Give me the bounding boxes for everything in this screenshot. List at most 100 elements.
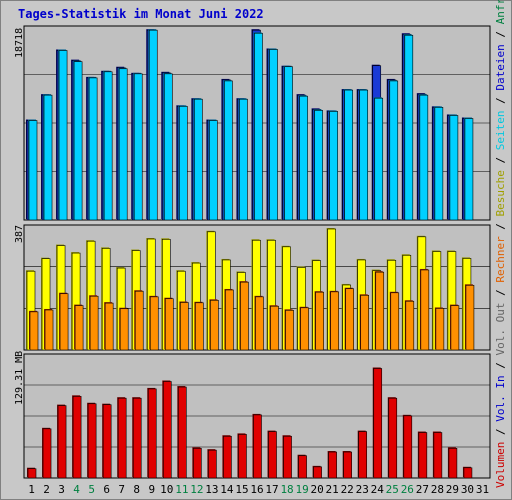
x-tick-label-day-2: 2 xyxy=(43,483,50,496)
x-tick-label-day-31: 31 xyxy=(476,483,489,496)
bar-dateien-day-19-face xyxy=(299,95,308,221)
bar-dateien-day-6-face xyxy=(103,71,113,221)
bar-rechner-day-29-face xyxy=(450,305,460,351)
bar-dateien-day-16-face xyxy=(254,32,263,221)
bar-volumen-day-18 xyxy=(282,435,292,479)
bar-rechner-day-4-face xyxy=(74,305,84,351)
legend-rechner: Rechner xyxy=(494,236,507,283)
chart-title: Tages-Statistik im Monat Juni 2022 xyxy=(18,7,264,21)
bar-rechner-day-16-face xyxy=(255,296,264,351)
bar-dateien-day-1-face xyxy=(28,120,38,221)
bar-dateien-day-26-face xyxy=(404,34,414,221)
bar-volumen-day-5-face xyxy=(87,403,97,479)
bar-volumen-day-26 xyxy=(402,414,413,479)
bar-volumen-day-17-face xyxy=(268,431,277,479)
bar-rechner-day-9 xyxy=(149,295,159,351)
bar-volumen-day-12 xyxy=(192,447,202,479)
bar-dateien-day-30 xyxy=(463,117,474,221)
x-tick-label-day-6: 6 xyxy=(103,483,110,496)
bar-dateien-day-4-face xyxy=(73,61,83,221)
bar-rechner-day-3-face xyxy=(59,293,69,351)
bar-rechner-day-14 xyxy=(224,288,234,351)
bar-volumen-day-4-face xyxy=(72,396,82,479)
bar-rechner-day-12 xyxy=(194,301,204,351)
x-tick-label-day-13: 13 xyxy=(205,483,218,496)
right-legend: Volumen / Vol. In / Vol. Out / Rechner /… xyxy=(494,0,507,488)
bar-dateien-day-7-face xyxy=(118,68,128,221)
bar-volumen-day-19 xyxy=(297,454,307,479)
bar-rechner-day-9-face xyxy=(149,296,159,351)
bar-dateien-day-18 xyxy=(283,65,293,221)
bar-rechner-day-14-face xyxy=(225,289,234,351)
x-tick-label-day-23: 23 xyxy=(356,483,369,496)
bar-rechner-day-15 xyxy=(239,281,249,351)
bar-volumen-day-6 xyxy=(102,403,112,479)
x-tick-label-day-25: 25 xyxy=(386,483,399,496)
bar-dateien-day-27 xyxy=(418,94,429,221)
bar-dateien-day-18-face xyxy=(284,66,293,221)
bar-rechner-day-1 xyxy=(29,310,39,351)
bar-dateien-day-29-face xyxy=(449,115,459,221)
bar-volumen-day-3 xyxy=(57,404,67,479)
bar-volumen-day-1-face xyxy=(27,468,37,479)
bar-rechner-day-7-face xyxy=(119,308,129,351)
bar-dateien-day-12 xyxy=(193,98,203,221)
bar-volumen-day-13 xyxy=(207,449,217,479)
bar-rechner-day-25-face xyxy=(390,292,400,351)
bar-rechner-day-28-face xyxy=(435,308,445,351)
bar-dateien-day-28 xyxy=(433,106,444,221)
bar-dateien-day-14 xyxy=(223,79,233,221)
bar-dateien-day-24-face xyxy=(374,97,384,221)
bar-volumen-day-19-face xyxy=(298,455,307,479)
bar-rechner-day-23-face xyxy=(360,294,370,351)
bar-volumen-day-24 xyxy=(372,367,383,479)
legend-separator: / xyxy=(494,355,507,376)
bar-rechner-day-30-face xyxy=(465,284,475,351)
bar-dateien-day-17 xyxy=(268,48,278,221)
bar-rechner-day-10 xyxy=(164,297,174,351)
mid-panel-max-label: 387 xyxy=(14,224,25,243)
bar-rechner-day-19 xyxy=(299,306,309,351)
legend-vol-out: Vol. Out xyxy=(494,302,507,356)
bar-volumen-day-10 xyxy=(162,380,172,479)
bar-volumen-day-29-face xyxy=(448,448,458,479)
bar-rechner-day-20 xyxy=(314,291,324,351)
bar-rechner-day-21 xyxy=(329,290,339,351)
x-tick-label-day-24: 24 xyxy=(371,483,385,496)
bar-dateien-day-4 xyxy=(73,60,83,221)
bar-dateien-day-7 xyxy=(118,67,128,221)
bar-volumen-day-21-face xyxy=(328,451,337,479)
bar-dateien-day-27-face xyxy=(419,94,429,221)
legend-separator: / xyxy=(494,90,507,111)
bottom-panel-max-label: 129.31 MB xyxy=(14,350,25,405)
bar-dateien-day-12-face xyxy=(194,98,203,221)
bar-rechner-day-20-face xyxy=(315,291,324,351)
bar-rechner-day-10-face xyxy=(164,298,174,351)
bar-dateien-day-10-face xyxy=(163,73,173,221)
bar-volumen-day-30-face xyxy=(463,467,473,479)
bar-dateien-day-20-face xyxy=(314,110,323,221)
x-tick-label-day-5: 5 xyxy=(88,483,95,496)
legend-seiten: Seiten xyxy=(494,110,507,151)
bar-rechner-day-24-face xyxy=(375,271,385,351)
top-panel-max-label: 18718 xyxy=(14,27,25,58)
bar-volumen-day-4 xyxy=(72,395,82,479)
bar-rechner-day-11 xyxy=(179,301,189,351)
x-tick-label-day-22: 22 xyxy=(341,483,354,496)
bar-volumen-day-8-face xyxy=(132,397,142,479)
bar-rechner-day-12-face xyxy=(195,302,204,351)
bar-dateien-day-11-face xyxy=(179,106,188,221)
x-tick-label-day-21: 21 xyxy=(326,483,339,496)
bar-volumen-day-25 xyxy=(387,397,398,479)
bar-rechner-day-27-face xyxy=(420,269,430,351)
bar-volumen-day-8 xyxy=(132,397,142,479)
bar-dateien-day-14-face xyxy=(224,80,233,221)
bar-rechner-day-23 xyxy=(359,294,370,351)
x-tick-label-day-27: 27 xyxy=(416,483,429,496)
bar-volumen-day-11-face xyxy=(178,386,187,479)
bar-dateien-day-2 xyxy=(43,94,53,221)
bar-rechner-day-2 xyxy=(44,308,54,351)
bar-dateien-day-15 xyxy=(238,98,248,221)
legend-separator: / xyxy=(494,282,507,303)
legend-anfragen: Anfragen xyxy=(494,0,507,24)
